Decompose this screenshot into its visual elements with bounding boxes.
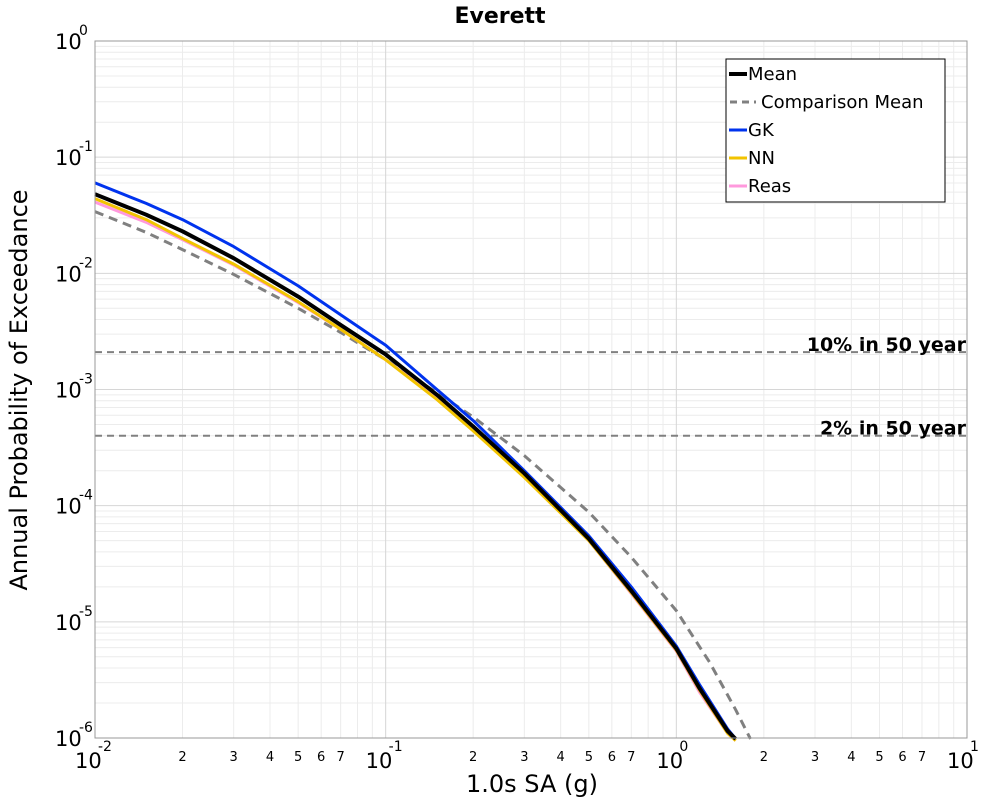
y-major-tick-exponent: -5: [79, 604, 93, 620]
x-minor-tick-label: 7: [627, 750, 635, 765]
y-major-tick-label: 10: [55, 262, 82, 286]
y-axis-label: Annual Probability of Exceedance: [5, 189, 33, 590]
legend-label-gk: GK: [748, 120, 775, 141]
x-minor-tick-label: 3: [230, 750, 238, 765]
y-major-tick-label: 10: [55, 379, 82, 403]
y-major-tick-label: 10: [55, 727, 82, 751]
x-minor-tick-label: 5: [294, 750, 302, 765]
y-major-tick-label: 10: [55, 30, 82, 54]
y-major-tick-exponent: -1: [79, 139, 93, 155]
y-major-tick-exponent: -6: [79, 720, 93, 736]
x-major-tick-exponent: 0: [679, 739, 688, 755]
plot-frame: [94, 40, 968, 739]
reference-lines: 10% in 50 year 2% in 50 year: [95, 334, 967, 440]
x-major-tick-label: 10: [75, 749, 102, 773]
x-minor-tick-label: 6: [317, 750, 325, 765]
series-line-gk: [94, 181, 737, 740]
x-minor-tick-label: 3: [811, 750, 819, 765]
y-major-tick-exponent: -2: [79, 255, 93, 271]
x-minor-tick-label: 5: [875, 750, 883, 765]
series-line-mean: [94, 192, 738, 741]
legend-label-reas: Reas: [748, 176, 791, 197]
x-minor-tick-label: 6: [898, 750, 906, 765]
legend-box: [725, 58, 946, 203]
x-minor-tick-label: 4: [557, 750, 565, 765]
legend-label-mean: Mean: [748, 64, 797, 85]
reference-line-label: 10% in 50 year: [807, 334, 967, 356]
y-major-tick-exponent: -3: [79, 372, 93, 388]
y-major-tick-label: 10: [55, 611, 82, 635]
y-major-tick-label: 10: [55, 495, 82, 519]
x-minor-tick-label: 5: [585, 750, 593, 765]
x-axis-label: 1.0s SA (g): [466, 770, 598, 798]
x-minor-tick-label: 2: [469, 750, 477, 765]
x-minor-tick-label: 4: [266, 750, 274, 765]
legend-label-comparison-mean: Comparison Mean: [761, 92, 924, 113]
legend: Mean Comparison Mean GK NN Reas: [725, 58, 946, 203]
x-major-tick-label: 10: [656, 749, 683, 773]
x-minor-tick-label: 3: [520, 750, 528, 765]
series-line-nn: [94, 197, 737, 742]
x-minor-tick-label: 7: [918, 750, 926, 765]
legend-label-nn: NN: [748, 148, 775, 169]
series-layer: [94, 181, 752, 742]
y-major-tick-label: 10: [55, 146, 82, 170]
chart-title: Everett: [454, 4, 546, 29]
reference-line-label: 2% in 50 year: [820, 418, 967, 440]
x-minor-tick-label: 2: [178, 750, 186, 765]
x-major-tick-label: 10: [947, 749, 974, 773]
y-major-tick-exponent: 0: [79, 23, 88, 39]
x-major-tick-label: 10: [366, 749, 393, 773]
series-line-comparison-mean: [94, 210, 752, 740]
x-major-tick-exponent: -2: [98, 739, 112, 755]
x-minor-tick-label: 4: [847, 750, 855, 765]
y-major-tick-exponent: -4: [79, 488, 93, 504]
x-minor-tick-label: 7: [337, 750, 345, 765]
series-line-reas: [94, 200, 737, 742]
x-minor-tick-label: 2: [760, 750, 768, 765]
x-minor-tick-label: 6: [608, 750, 616, 765]
x-major-tick-exponent: 1: [970, 739, 979, 755]
x-major-tick-exponent: -1: [389, 739, 403, 755]
